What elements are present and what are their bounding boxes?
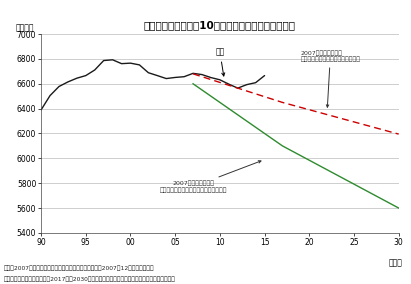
- Text: 実績: 実績: [215, 47, 225, 76]
- Text: （年）: （年）: [388, 259, 402, 268]
- Text: 2007年時点の見通し
（労働市場への参加が進むケース）: 2007年時点の見通し （労働市場への参加が進むケース）: [300, 50, 360, 107]
- Text: 2007年時点の見通し
（労働市場への参加が進まないケース）: 2007年時点の見通し （労働市場への参加が進まないケース）: [159, 161, 261, 193]
- Title: 図４　労働力人口は10年前の見通しを大きく上回る: 図４ 労働力人口は10年前の見通しを大きく上回る: [144, 20, 296, 30]
- Text: 雇用政策研究会の見通しは2017年、2030年のみ示されているため、その間の年は線形補完した: 雇用政策研究会の見通しは2017年、2030年のみ示されているため、その間の年は…: [4, 277, 176, 283]
- Text: （万人）: （万人）: [16, 23, 35, 32]
- Text: （注）2007年時点の見通しは雇用政策研究会の報告書（2007年12月公表）による: （注）2007年時点の見通しは雇用政策研究会の報告書（2007年12月公表）によ…: [4, 266, 155, 271]
